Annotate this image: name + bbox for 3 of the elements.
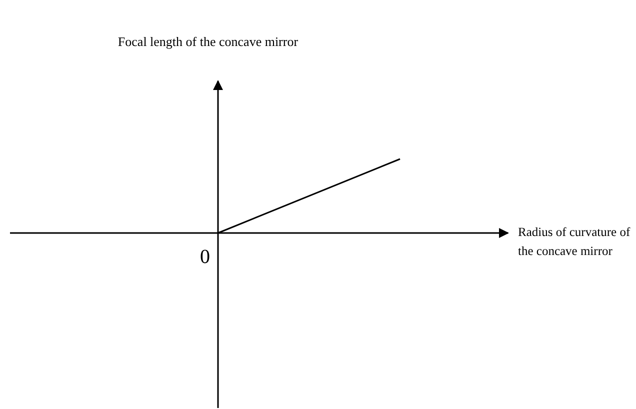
x-axis-title: Radius of curvature of the concave mirror bbox=[518, 225, 631, 258]
text: Focal length of the concave mirror bbox=[118, 34, 299, 49]
text: 0 bbox=[200, 246, 210, 268]
